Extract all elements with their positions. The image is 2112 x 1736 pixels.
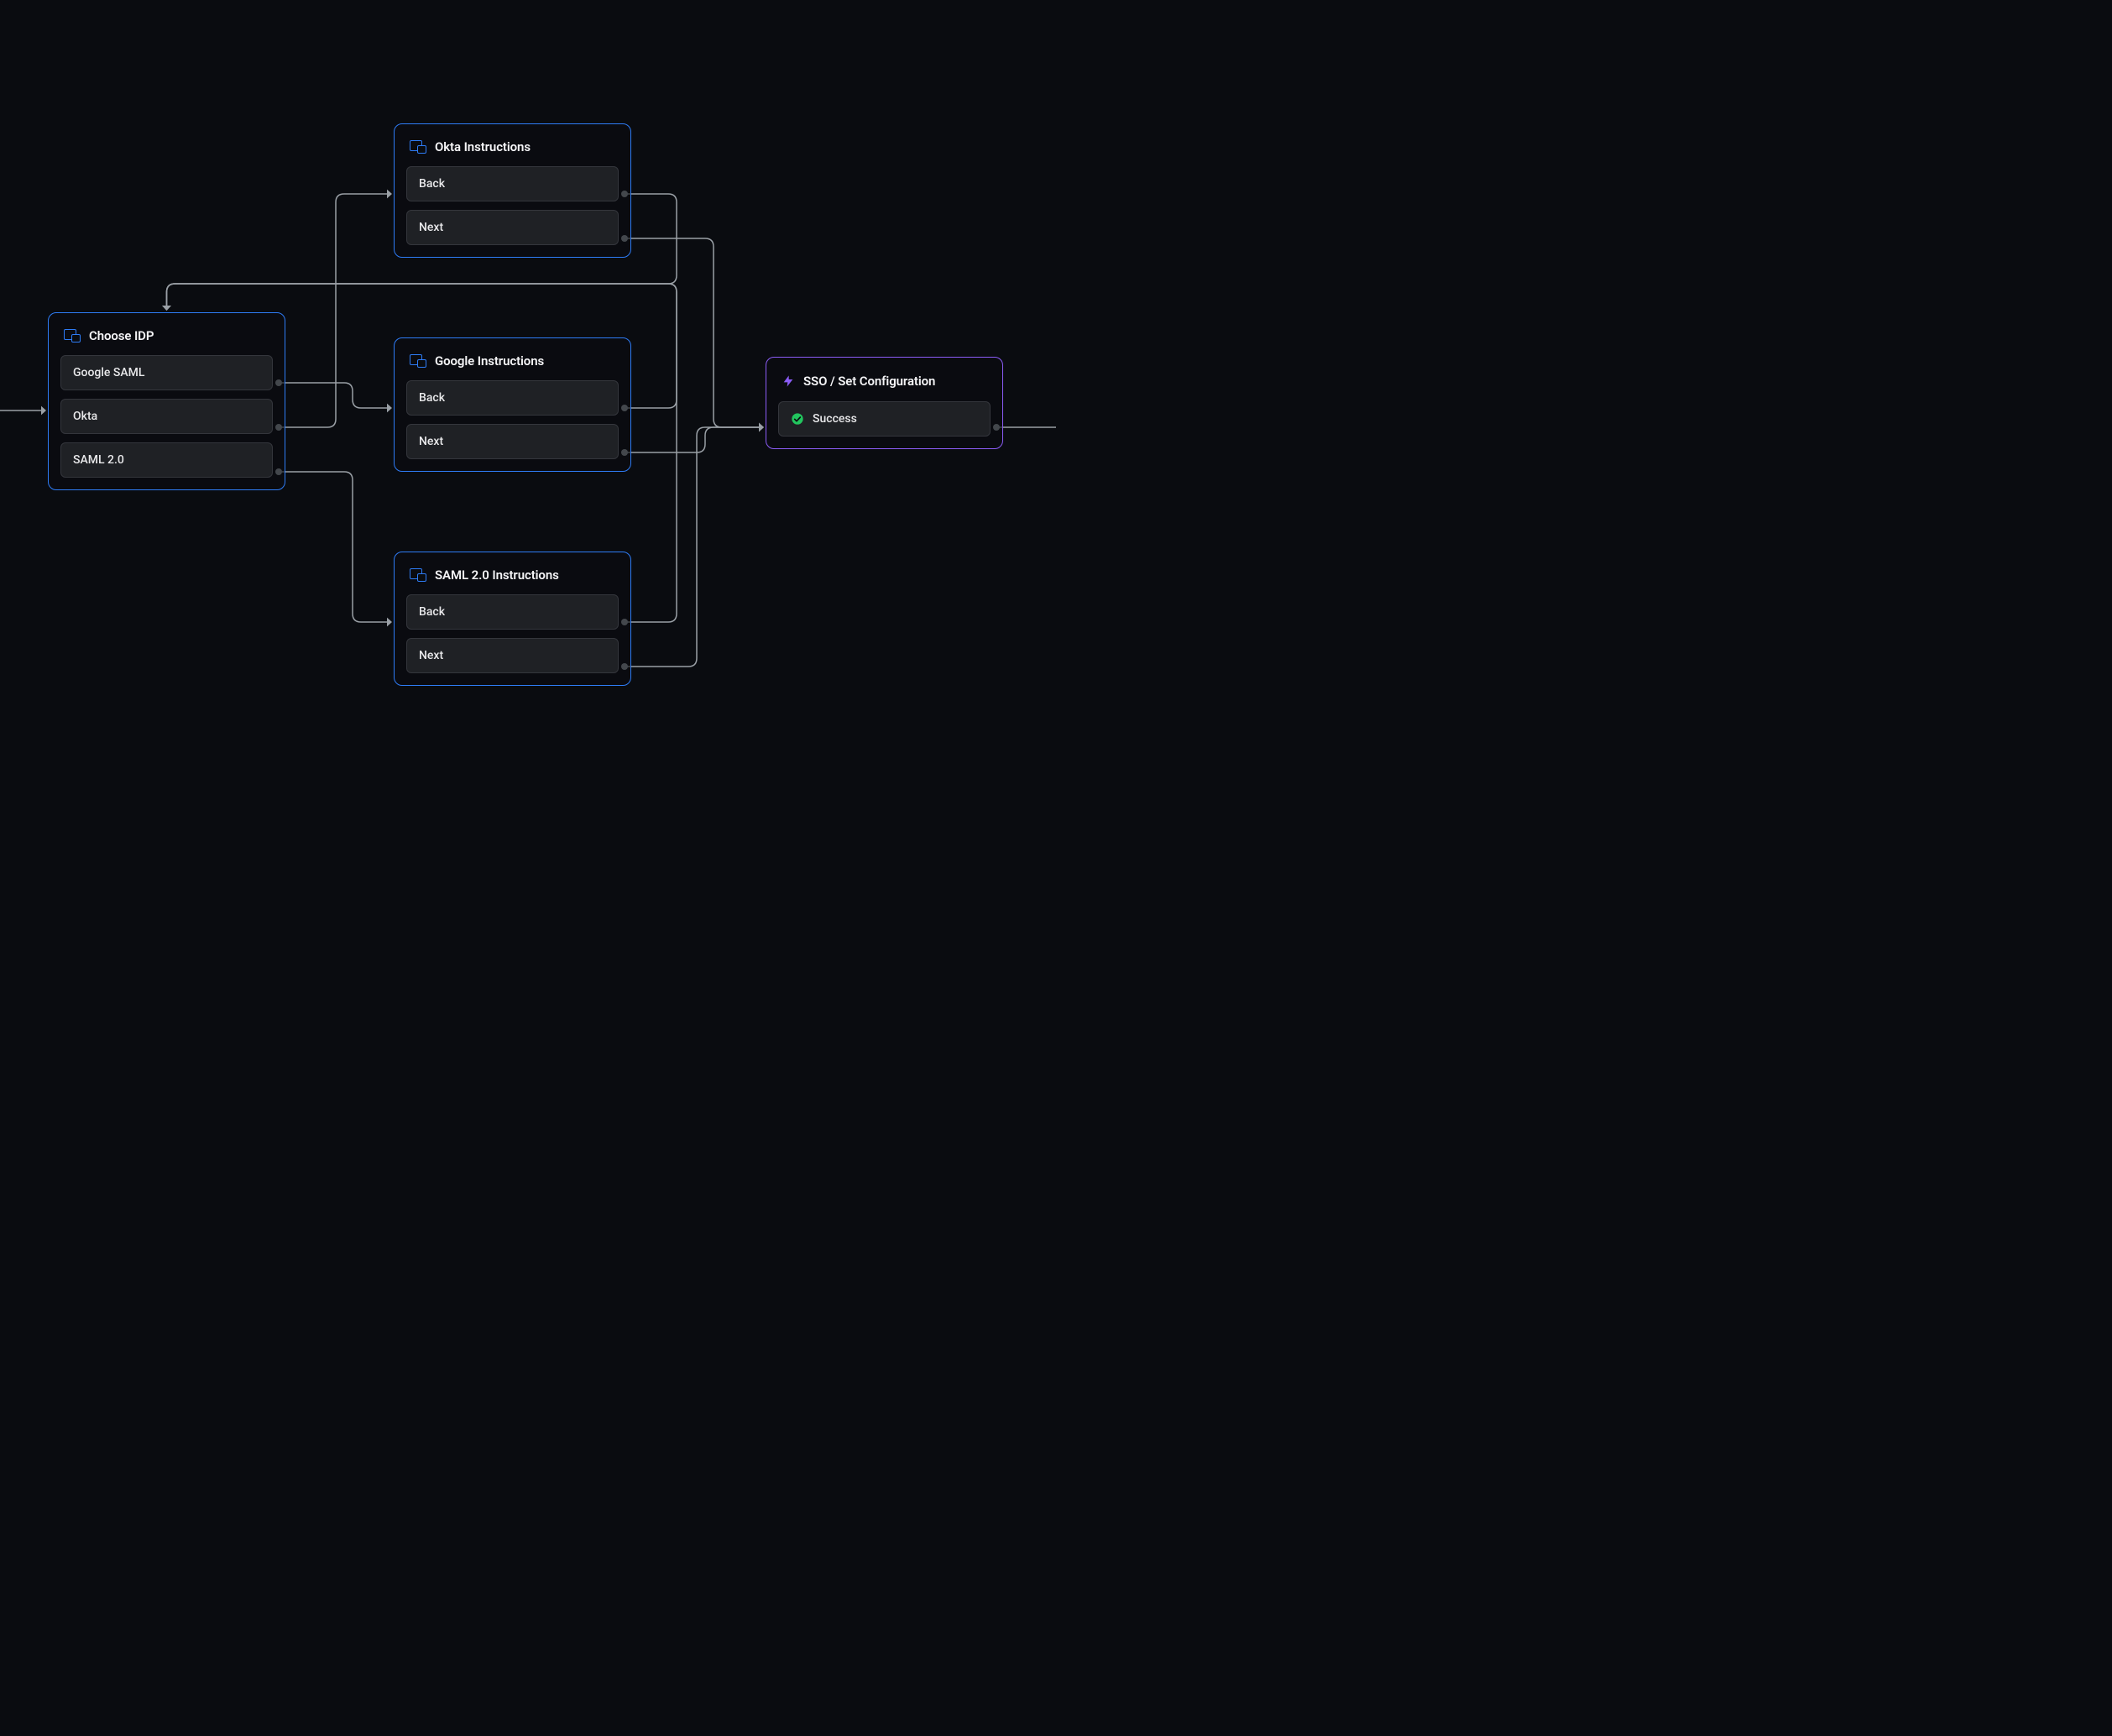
node-header: SSO / Set Configuration [778, 369, 991, 401]
window-icon [410, 354, 426, 368]
row-label: Back [419, 391, 445, 405]
row-label: Back [419, 605, 445, 619]
node-header: Choose IDP [60, 325, 273, 355]
option-okta[interactable]: Okta [60, 399, 273, 434]
next-button[interactable]: Next [406, 210, 619, 245]
option-google-saml[interactable]: Google SAML [60, 355, 273, 390]
window-icon [64, 329, 81, 342]
check-circle-icon [791, 412, 804, 426]
node-title: Choose IDP [89, 328, 154, 343]
back-button[interactable]: Back [406, 594, 619, 630]
node-header: SAML 2.0 Instructions [406, 564, 619, 594]
row-label: Google SAML [73, 366, 144, 379]
flow-canvas: Choose IDP Google SAML Okta SAML 2.0 Okt… [0, 0, 1056, 868]
row-label: SAML 2.0 [73, 453, 124, 467]
bolt-icon [782, 373, 795, 390]
row-label: Okta [73, 410, 97, 423]
row-label: Back [419, 177, 445, 191]
node-header: Google Instructions [406, 350, 619, 380]
node-saml-instructions: SAML 2.0 Instructions Back Next [394, 552, 631, 686]
next-button[interactable]: Next [406, 638, 619, 673]
back-button[interactable]: Back [406, 166, 619, 201]
row-label: Next [419, 221, 443, 234]
node-choose-idp: Choose IDP Google SAML Okta SAML 2.0 [48, 312, 285, 490]
option-saml-2-0[interactable]: SAML 2.0 [60, 442, 273, 478]
node-title: SAML 2.0 Instructions [435, 567, 559, 583]
node-title: Google Instructions [435, 353, 544, 369]
node-title: Okta Instructions [435, 139, 531, 154]
back-button[interactable]: Back [406, 380, 619, 416]
window-icon [410, 568, 426, 582]
row-label: Next [419, 435, 443, 448]
node-google-instructions: Google Instructions Back Next [394, 337, 631, 472]
status-success: Success [778, 401, 991, 437]
node-okta-instructions: Okta Instructions Back Next [394, 123, 631, 258]
window-icon [410, 140, 426, 154]
row-label: Success [813, 412, 857, 426]
row-label: Next [419, 649, 443, 662]
node-sso-set-configuration: SSO / Set Configuration Success [766, 357, 1003, 449]
next-button[interactable]: Next [406, 424, 619, 459]
node-header: Okta Instructions [406, 136, 619, 166]
node-title: SSO / Set Configuration [803, 374, 935, 389]
